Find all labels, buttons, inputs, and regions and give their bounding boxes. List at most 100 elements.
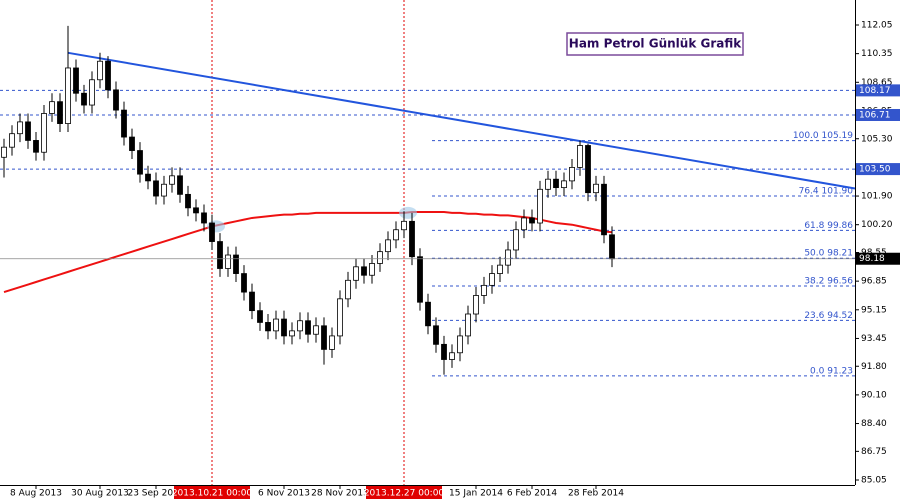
last-price-label: 98.18 — [859, 254, 885, 264]
y-tick-label: 90.10 — [861, 390, 887, 400]
fib-label: 50.0 98.21 — [804, 249, 853, 259]
candle-body — [537, 188, 543, 224]
candle-body — [169, 175, 175, 185]
candle-body — [257, 310, 263, 323]
price-label: 103.50 — [859, 165, 891, 175]
y-tick-label: 96.85 — [861, 277, 887, 287]
candle-body — [561, 180, 567, 189]
candle-body — [609, 234, 615, 260]
fib-label: 0.0 91.23 — [810, 366, 853, 376]
candle-body — [265, 322, 271, 332]
candle-body — [585, 145, 591, 194]
chart-title: Ham Petrol Günlük Grafik — [569, 37, 742, 51]
moving-average — [3, 211, 613, 294]
candle-body — [233, 254, 239, 274]
candle-body — [249, 291, 255, 312]
x-tick-label: 15 Jan 2014 — [449, 489, 503, 499]
price-label: 106.71 — [859, 110, 891, 120]
candle-body — [513, 229, 519, 251]
y-tick-label: 110.35 — [861, 49, 893, 59]
candle-body — [97, 60, 103, 81]
candle-body — [177, 175, 183, 195]
y-tick-label: 88.40 — [861, 419, 887, 429]
fib-label: 38.2 96.56 — [804, 277, 853, 287]
fib-label: 23.6 94.52 — [804, 311, 853, 321]
candle-body — [545, 178, 551, 190]
candle-body — [209, 222, 215, 242]
y-tick-label: 101.90 — [861, 192, 893, 202]
y-tick-label: 108.65 — [861, 78, 893, 88]
candle-body — [385, 239, 391, 253]
vline-label-box — [174, 486, 250, 499]
candle-body — [393, 229, 399, 241]
candle-body — [201, 212, 207, 224]
candle-body — [529, 217, 535, 224]
x-tick-label: 23 Sep 2013 — [127, 489, 184, 499]
x-tick-label: 6 Nov 2013 — [258, 489, 310, 499]
candle-body — [241, 273, 247, 293]
candle-body — [193, 207, 199, 214]
candle-body — [593, 183, 599, 194]
candle-body — [401, 220, 407, 231]
candle-body — [105, 60, 111, 91]
candle-body — [473, 295, 479, 315]
candle-body — [289, 330, 295, 337]
y-tick-label: 95.15 — [861, 305, 887, 315]
x-tick-label: 30 Aug 2013 — [71, 489, 129, 499]
candle-body — [337, 298, 343, 337]
candle-body — [49, 101, 55, 114]
candle-body — [305, 320, 311, 335]
fib-label: 76.4 101.90 — [799, 187, 854, 197]
candle-body — [153, 180, 159, 197]
y-tick-label: 91.80 — [861, 362, 887, 372]
y-tick-label: 86.75 — [861, 447, 887, 457]
y-tick-label: 105.30 — [861, 134, 893, 144]
candle-body — [345, 279, 351, 300]
candle-body — [81, 92, 87, 106]
price-box — [856, 84, 900, 97]
candle-body — [321, 325, 327, 350]
candle-body — [409, 220, 415, 258]
candle-body — [273, 318, 279, 332]
y-tick-label: 112.05 — [861, 21, 893, 31]
candle-body — [17, 121, 23, 135]
candle-body — [225, 254, 231, 269]
candle-body — [129, 136, 135, 151]
candle-body — [433, 325, 439, 345]
candle-body — [137, 150, 143, 175]
candle-body — [89, 79, 95, 106]
candle-body — [457, 335, 463, 354]
vline-label-box — [366, 486, 442, 499]
candle-body — [33, 140, 39, 153]
candle-body — [377, 251, 383, 264]
candle-body — [25, 121, 31, 141]
candle-body — [577, 145, 583, 168]
touch-marker — [399, 206, 417, 219]
y-tick-label: 100.20 — [861, 220, 893, 230]
candle-body — [553, 178, 559, 189]
candle-body — [145, 173, 151, 182]
candle-body — [217, 241, 223, 269]
candle-body — [73, 67, 79, 94]
candle-body — [417, 256, 423, 303]
candle-body — [465, 313, 471, 337]
candle-body — [65, 67, 71, 124]
candle-body — [449, 352, 455, 360]
vline-label: 2013.10.21 00:00 — [172, 489, 253, 499]
candle-body — [121, 109, 127, 138]
x-tick-label: 8 Aug 2013 — [10, 489, 62, 499]
y-tick-label: 85.05 — [861, 476, 887, 486]
candle-body — [1, 146, 7, 158]
candle-body — [489, 273, 495, 286]
candle-body — [113, 89, 119, 111]
candle-body — [353, 266, 359, 281]
candle-body — [41, 113, 47, 153]
price-box — [856, 163, 900, 176]
candle-body — [185, 193, 191, 209]
candle-body — [441, 343, 447, 360]
price-box — [856, 108, 900, 121]
price-label: 108.17 — [859, 86, 891, 96]
candle-body — [161, 183, 167, 197]
